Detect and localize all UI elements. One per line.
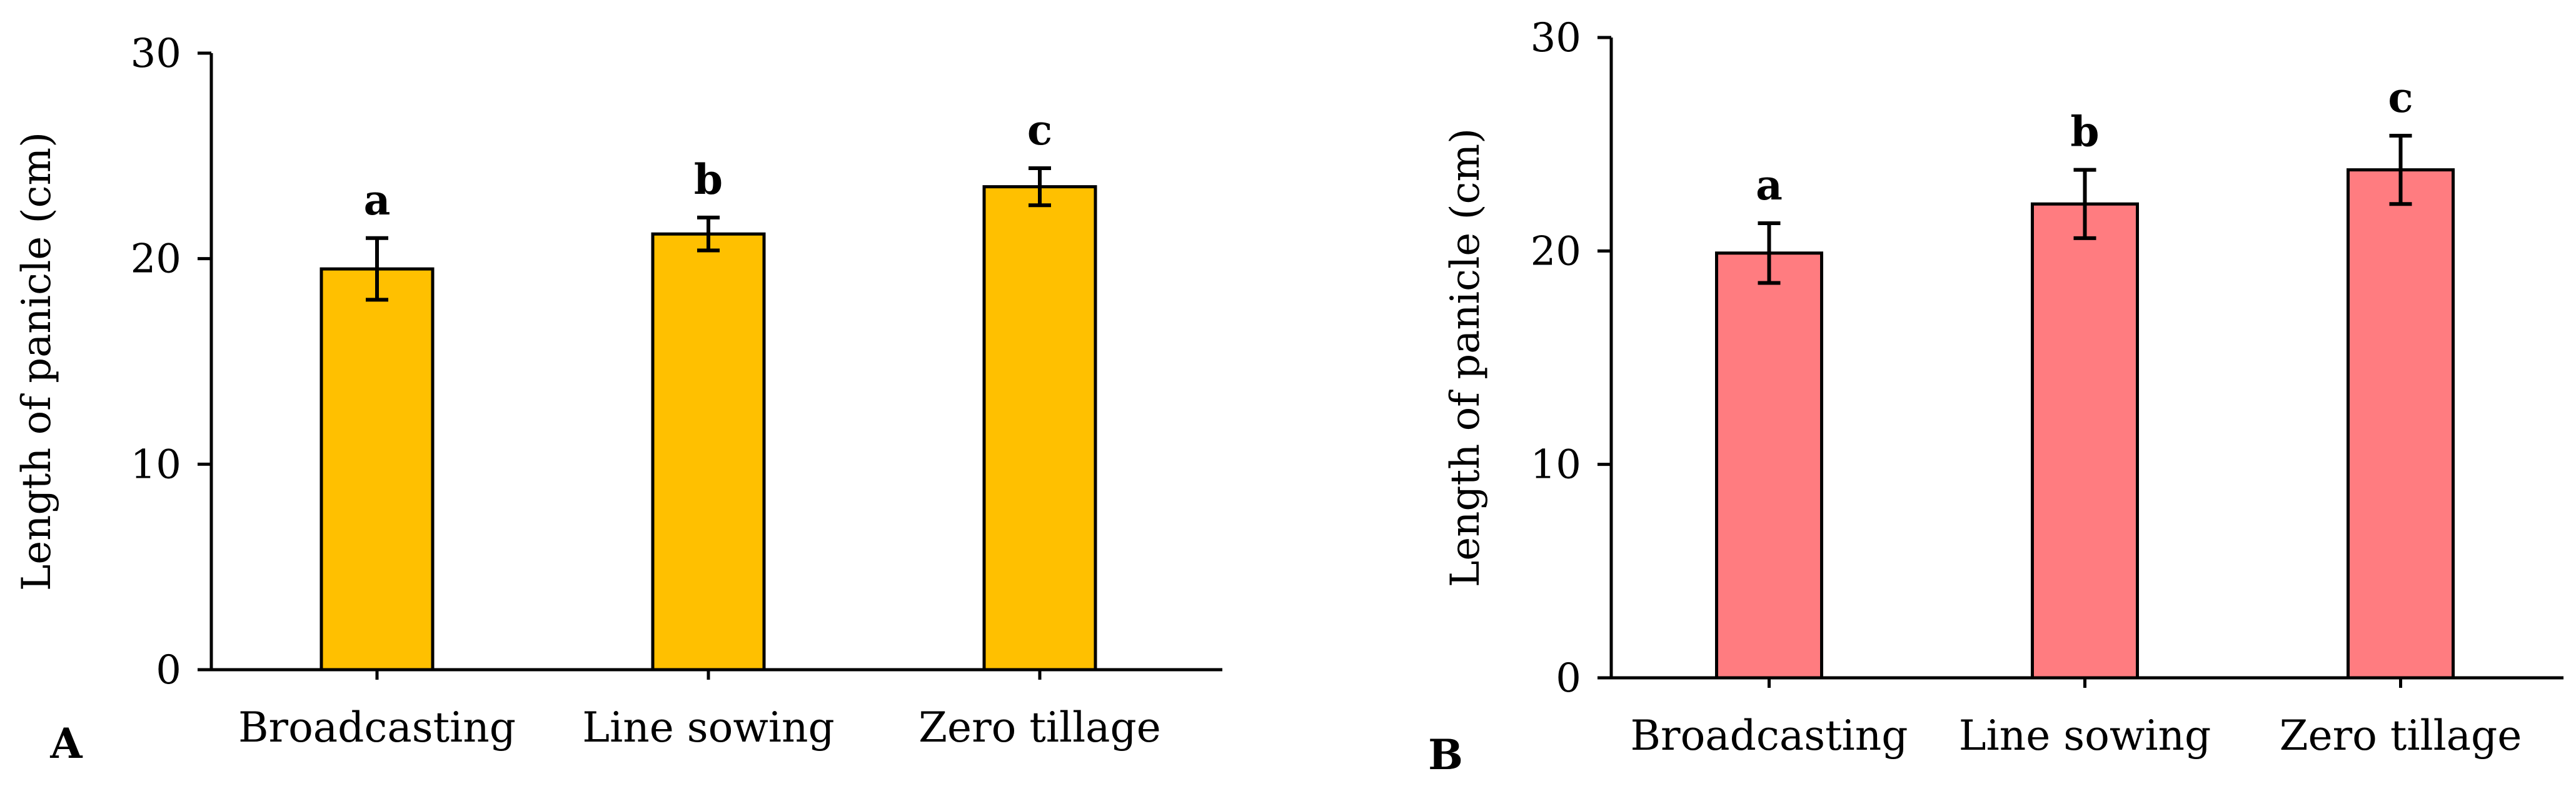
significance-label: b [2070,108,2099,156]
chart-panel-b: a Broadcasting b Line sowing c Zero tillage 0 1… [1428,15,2563,779]
chart-panel-a: a Broadcasting b Line sowing c Zero tillage 0 1… [14,31,1222,768]
significance-label: a [1756,161,1783,209]
y-tick-label: 30 [131,31,181,77]
significance-label: a [364,176,391,224]
bar [1715,251,1823,680]
x-tick-label: Zero tillage [2280,712,2522,760]
bar [2031,202,2139,680]
significance-label: c [1027,106,1052,154]
bar [319,267,435,672]
bar [651,232,766,672]
x-tick-label: Broadcasting [1631,712,1908,760]
y-tick-label: 0 [1556,655,1581,702]
x-tick-label: Line sowing [582,703,834,752]
y-tick-label: 0 [156,647,181,693]
y-tick-label: 10 [1531,442,1581,488]
panel-label: B [1428,730,1463,779]
bar [2347,168,2455,680]
y-tick-label: 10 [131,441,181,488]
significance-label: b [694,155,723,204]
y-tick-label: 30 [1531,15,1581,61]
panel-label: A [49,719,83,768]
y-axis-title: Length of panicle (cm) [1442,128,1489,587]
y-tick-label: 20 [131,236,181,283]
significance-label: c [2388,73,2413,122]
x-tick-label: Broadcasting [238,703,516,752]
x-tick-label: Zero tillage [918,703,1161,752]
y-axis-title: Length of panicle (cm) [14,132,60,591]
bar [982,185,1097,672]
x-tick-label: Line sowing [1959,712,2211,760]
y-tick-label: 20 [1531,228,1581,275]
